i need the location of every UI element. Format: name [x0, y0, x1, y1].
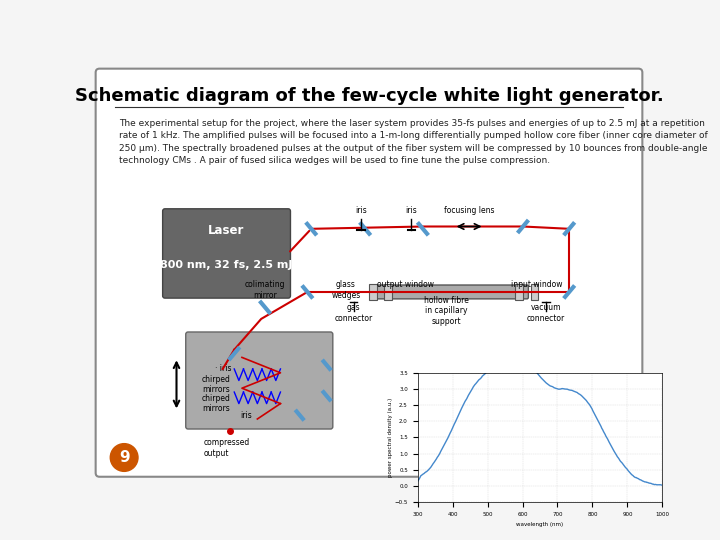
Text: colimating
mirror: colimating mirror [245, 280, 285, 300]
Text: 9: 9 [119, 450, 130, 465]
Text: The experimental setup for the project, where the laser system provides 35-fs pu: The experimental setup for the project, … [119, 119, 708, 165]
Bar [369, 284, 377, 300]
Text: 9/18/2020: 9/18/2020 [552, 457, 616, 470]
Text: iris: iris [405, 206, 417, 215]
Y-axis label: power spectral density (a.u.): power spectral density (a.u.) [388, 398, 393, 477]
Text: compressed
output: compressed output [204, 438, 250, 458]
Text: iris: iris [356, 206, 367, 215]
Text: input window: input window [511, 280, 562, 289]
FancyBboxPatch shape [96, 69, 642, 477]
Text: focusing lens: focusing lens [444, 206, 495, 215]
FancyBboxPatch shape [163, 209, 290, 298]
FancyBboxPatch shape [186, 332, 333, 429]
Text: vacuum
connector: vacuum connector [527, 303, 565, 323]
Text: chirped
mirrors: chirped mirrors [202, 394, 231, 413]
Text: 800 nm, 32 fs, 2.5 mJ: 800 nm, 32 fs, 2.5 mJ [161, 260, 293, 270]
FancyBboxPatch shape [372, 285, 528, 299]
Text: output window: output window [377, 280, 433, 289]
Bar [384, 284, 392, 300]
Circle shape [110, 444, 138, 471]
Text: chirped
mirrors: chirped mirrors [202, 375, 231, 394]
Text: glass
wedges: glass wedges [331, 280, 361, 300]
Text: Laser: Laser [208, 224, 245, 237]
Text: Schematic diagram of the few-cycle white light generator.: Schematic diagram of the few-cycle white… [75, 86, 663, 105]
Text: hollow fibre
in capillary
support: hollow fibre in capillary support [423, 296, 469, 326]
X-axis label: wavelength (nm): wavelength (nm) [516, 523, 564, 528]
Text: iris: iris [240, 410, 252, 420]
Text: · iris: · iris [215, 364, 232, 374]
Text: gas
connector: gas connector [335, 303, 373, 323]
Bar [531, 284, 539, 300]
Bar [516, 284, 523, 300]
